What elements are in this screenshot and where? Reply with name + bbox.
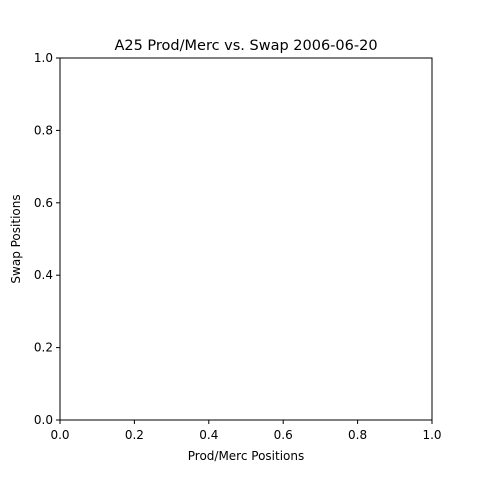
x-tick-label: 0.0: [50, 428, 69, 442]
y-tick-label: 0.4: [34, 268, 53, 282]
x-axis-label: Prod/Merc Positions: [188, 449, 305, 463]
x-tick-label: 0.2: [125, 428, 144, 442]
x-tick-label: 0.8: [348, 428, 367, 442]
y-tick-label: 0.8: [34, 123, 53, 137]
y-tick-label: 0.0: [34, 413, 53, 427]
y-axis-label: Swap Positions: [9, 194, 23, 283]
y-tick-label: 0.2: [34, 341, 53, 355]
y-tick-label: 0.6: [34, 196, 53, 210]
chart-title: A25 Prod/Merc vs. Swap 2006-06-20: [114, 38, 377, 54]
y-axis: 0.0 0.2 0.4 0.6 0.8 1.0: [34, 51, 60, 427]
x-axis: 0.0 0.2 0.4 0.6 0.8 1.0: [50, 420, 442, 442]
plot-area: [59, 57, 433, 421]
x-tick-label: 1.0: [422, 428, 441, 442]
x-tick-label: 0.6: [274, 428, 293, 442]
x-tick-label: 0.4: [199, 428, 218, 442]
y-tick-label: 1.0: [34, 51, 53, 65]
